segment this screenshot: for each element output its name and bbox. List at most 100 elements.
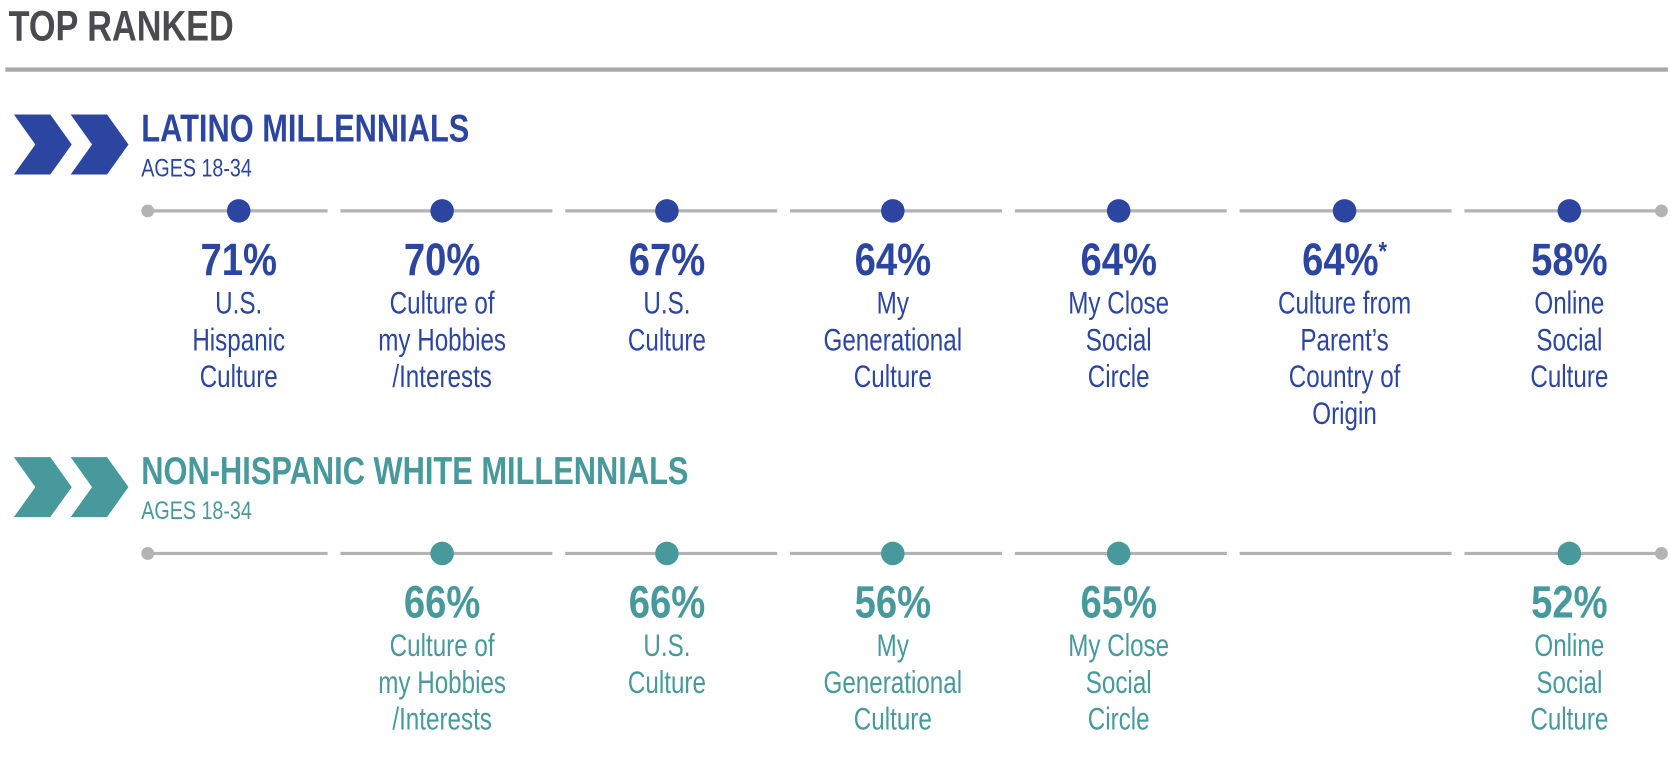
percent-value: 66% bbox=[629, 577, 705, 628]
percent-value: 58% bbox=[1531, 234, 1607, 285]
text-wrap: Culture of bbox=[390, 628, 495, 663]
percent-text: 64% bbox=[1080, 234, 1156, 285]
item-label: Social bbox=[1536, 665, 1602, 700]
timeline-dot bbox=[1557, 541, 1582, 566]
text-wrap: my Hobbies bbox=[378, 322, 506, 357]
text-wrap: 56% bbox=[855, 577, 931, 628]
text-wrap: Culture bbox=[628, 322, 706, 357]
timeline-end bbox=[141, 547, 155, 560]
text-wrap: NON-HISPANIC WHITE MILLENNIALS bbox=[141, 450, 688, 493]
percent-text: 56% bbox=[855, 577, 931, 628]
timeline-dot bbox=[430, 199, 454, 223]
text-wrap: Social bbox=[1086, 665, 1152, 700]
text-wrap: Social bbox=[1086, 322, 1152, 357]
percent-text: 71% bbox=[200, 234, 276, 285]
text-wrap: 52% bbox=[1531, 577, 1607, 628]
text-wrap: U.S. bbox=[643, 286, 690, 321]
item-label: Generational bbox=[824, 665, 963, 700]
item-label: My bbox=[877, 286, 909, 321]
text-wrap: Hispanic bbox=[192, 322, 285, 357]
item-label: U.S. bbox=[643, 628, 690, 663]
chevron bbox=[13, 114, 72, 175]
text-wrap: 64% bbox=[855, 234, 931, 285]
item-label: Social bbox=[1086, 322, 1152, 357]
item-label: Culture bbox=[200, 359, 278, 394]
text-wrap: 67% bbox=[629, 234, 705, 285]
item-label: Culture of bbox=[390, 286, 495, 321]
text-wrap: Culture bbox=[854, 702, 932, 737]
text-wrap: U.S. bbox=[215, 286, 262, 321]
item-label: Origin bbox=[1312, 396, 1377, 431]
timeline-end bbox=[1655, 547, 1668, 560]
percent-value: 65% bbox=[1080, 577, 1156, 628]
item-label: Culture from bbox=[1278, 286, 1411, 321]
item-label: Parent’s bbox=[1300, 322, 1388, 357]
item-label: my Hobbies bbox=[378, 322, 506, 357]
text-wrap: Culture bbox=[1530, 702, 1608, 737]
text-wrap: Culture bbox=[628, 665, 706, 700]
text-wrap: 64%* bbox=[1302, 234, 1388, 285]
percent-text: 52% bbox=[1531, 577, 1607, 628]
chevron bbox=[70, 114, 129, 175]
text-wrap: Country of bbox=[1289, 359, 1401, 394]
item-label: Online bbox=[1534, 628, 1604, 663]
text-wrap: Online bbox=[1534, 286, 1604, 321]
group-subtitle: AGES 18-34 bbox=[141, 497, 252, 525]
text-wrap: 71% bbox=[200, 234, 276, 285]
percent-text: 70% bbox=[404, 234, 480, 285]
item-label: Culture bbox=[628, 322, 706, 357]
text-wrap: Origin bbox=[1312, 396, 1377, 431]
timeline-dot bbox=[655, 199, 679, 223]
timeline-dot bbox=[430, 541, 454, 566]
text-wrap: U.S. bbox=[643, 628, 690, 663]
timeline-end bbox=[1655, 204, 1668, 218]
text-wrap: 64% bbox=[1080, 234, 1156, 285]
item-label: Social bbox=[1086, 665, 1152, 700]
text-wrap: 66% bbox=[629, 577, 705, 628]
text-wrap: Culture bbox=[854, 359, 932, 394]
group-title: NON-HISPANIC WHITE MILLENNIALS bbox=[141, 450, 688, 493]
timeline-dot bbox=[1332, 199, 1357, 223]
percent-value: 71% bbox=[200, 234, 276, 285]
percent-value: 56% bbox=[855, 577, 931, 628]
page-title: TOP RANKED bbox=[9, 3, 234, 50]
text-wrap: Culture from bbox=[1278, 286, 1411, 321]
item-label: Online bbox=[1534, 286, 1604, 321]
percent-text: 65% bbox=[1080, 577, 1156, 628]
text-wrap: LATINO MILLENNIALS bbox=[141, 107, 469, 150]
percent-text: 58% bbox=[1531, 234, 1607, 285]
text-wrap: Generational bbox=[824, 322, 963, 357]
percent-value: 64% bbox=[1080, 234, 1156, 285]
text-wrap: My bbox=[877, 286, 909, 321]
text-wrap: Culture bbox=[200, 359, 278, 394]
percent-value: 52% bbox=[1531, 577, 1607, 628]
text-wrap: Social bbox=[1536, 665, 1602, 700]
item-label: my Hobbies bbox=[378, 665, 506, 700]
item-label: Social bbox=[1536, 322, 1602, 357]
percent-note: * bbox=[1379, 238, 1388, 267]
text-wrap: Generational bbox=[824, 665, 963, 700]
text-wrap: 65% bbox=[1080, 577, 1156, 628]
text-wrap: My bbox=[877, 628, 909, 663]
text-wrap: My Close bbox=[1068, 628, 1169, 663]
text-wrap: Circle bbox=[1088, 702, 1150, 737]
timeline-end bbox=[141, 204, 155, 218]
item-label: Culture bbox=[628, 665, 706, 700]
percent-value: 66% bbox=[404, 577, 480, 628]
percent-value: 70% bbox=[404, 234, 480, 285]
item-label: Circle bbox=[1088, 702, 1150, 737]
percent-text: 67% bbox=[629, 234, 705, 285]
item-label: Hispanic bbox=[192, 322, 285, 357]
item-label: My bbox=[877, 628, 909, 663]
text-wrap: Circle bbox=[1088, 359, 1150, 394]
chevron bbox=[13, 457, 72, 518]
item-label: /Interests bbox=[392, 359, 492, 394]
text-wrap: 66% bbox=[404, 577, 480, 628]
item-label: Culture bbox=[1530, 702, 1608, 737]
item-label: Culture bbox=[1530, 359, 1608, 394]
text-wrap: 58% bbox=[1531, 234, 1607, 285]
percent-value: 64%* bbox=[1302, 234, 1388, 285]
timeline-dot bbox=[655, 541, 679, 566]
